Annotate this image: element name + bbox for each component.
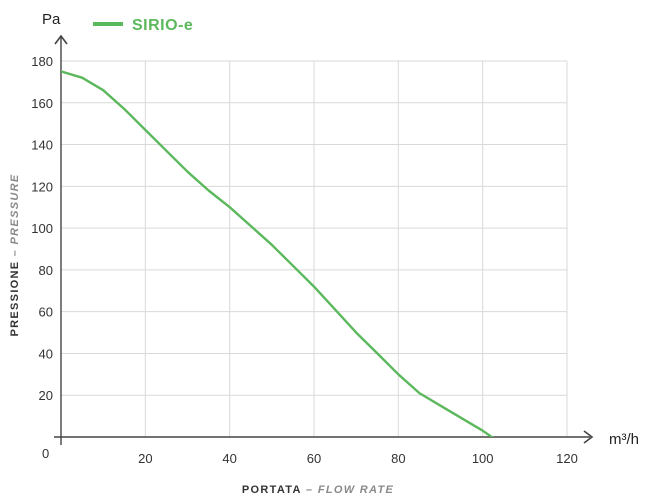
y-tick-label: 60 [39, 305, 53, 320]
legend-label: SIRIO-e [132, 17, 193, 34]
y-tick-label: 100 [31, 221, 53, 236]
tick-labels: 20 40 60 80 100 120 20 40 60 80 100 120 140 160 180 [31, 54, 578, 466]
y-tick-label: 20 [39, 388, 53, 403]
x-tick-label: 120 [556, 451, 578, 466]
legend: SIRIO-e [93, 17, 193, 34]
y-axis-title-main: PRESSIONE [9, 261, 21, 337]
x-axis-title-dash: – [302, 484, 318, 496]
y-tick-label: 80 [39, 263, 53, 278]
x-axis-title-main: PORTATA [242, 484, 302, 496]
origin-label: 0 [42, 446, 49, 461]
x-tick-label: 40 [222, 451, 236, 466]
x-tick-label: 80 [391, 451, 405, 466]
y-axis-title-sub: PRESSURE [9, 174, 21, 245]
x-tick-label: 20 [138, 451, 152, 466]
series-lines [61, 70, 494, 437]
y-tick-label: 160 [31, 96, 53, 111]
y-unit-label: Pa [42, 11, 61, 28]
y-tick-label: 180 [31, 54, 53, 69]
x-tick-label: 100 [472, 451, 494, 466]
x-axis-arrow [583, 430, 594, 444]
x-axis-title-sub: FLOW RATE [318, 484, 394, 496]
x-tick-label: 60 [307, 451, 321, 466]
x-axis-title: PORTATA – FLOW RATE [242, 484, 394, 496]
y-tick-label: 120 [31, 179, 53, 194]
y-axis-title: PRESSIONE – PRESSURE [9, 174, 21, 337]
y-axis-arrow [54, 34, 68, 45]
grid [61, 60, 568, 437]
axes [54, 34, 594, 445]
x-unit-label: m³/h [609, 431, 639, 448]
y-tick-label: 40 [39, 346, 53, 361]
series-line [61, 70, 494, 437]
y-tick-label: 140 [31, 138, 53, 153]
y-axis-title-dash: – [9, 244, 21, 260]
